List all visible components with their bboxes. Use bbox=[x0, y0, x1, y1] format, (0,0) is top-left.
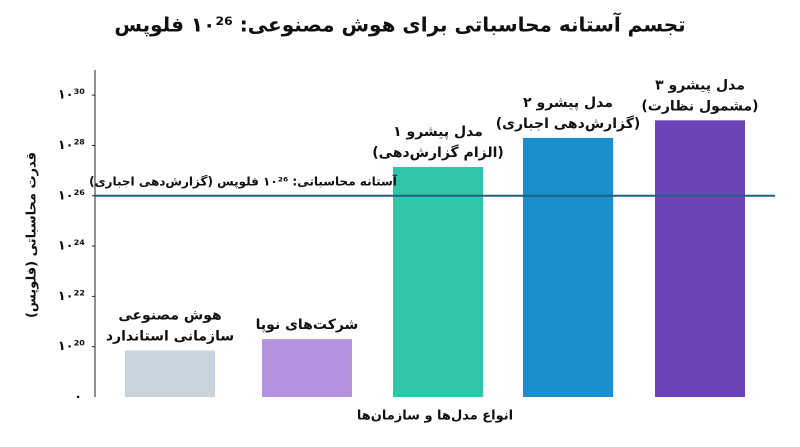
bar bbox=[523, 137, 613, 398]
y-tick-label: ۱۰²⁴ bbox=[58, 239, 86, 254]
bar bbox=[262, 339, 352, 397]
bar-label: مدل پیشرو ۳ bbox=[655, 77, 745, 93]
bar-label: (گزارش‌دهی اجباری) bbox=[496, 115, 641, 132]
bar bbox=[655, 120, 745, 398]
bar bbox=[393, 166, 483, 397]
bar-label: مدل پیشرو ۲ bbox=[523, 95, 613, 111]
bar bbox=[125, 350, 215, 397]
bar-label: (الزام گزارش‌دهی) bbox=[372, 144, 504, 161]
y-tick-label: ۱۰²⁶ bbox=[58, 188, 86, 203]
y-origin-label: ۰ bbox=[74, 390, 82, 405]
bar-label: هوش مصنوعی bbox=[118, 308, 221, 324]
y-tick-label: ۱۰²⁸ bbox=[58, 138, 86, 153]
y-tick-label: ۱۰³⁰ bbox=[58, 88, 86, 103]
y-tick-label: ۱۰²⁰ bbox=[58, 339, 86, 354]
y-tick-label: ۱۰²² bbox=[58, 289, 85, 304]
bar-label: (مشمول نظارت) bbox=[641, 98, 758, 114]
chart-title: تجسم آستانه محاسباتی برای هوش مصنوعی: ۱۰… bbox=[114, 12, 685, 38]
y-axis-label: قدرت محاسباتی (فلوپس) bbox=[25, 152, 40, 318]
threshold-label: آستانه محاسباتی: ۱۰²⁶ فلوپس (گزارش‌دهی ا… bbox=[89, 173, 398, 189]
x-axis-label: انواع مدل‌ها و سازمان‌ها bbox=[357, 409, 513, 424]
bar-label: شرکت‌های نوپا bbox=[256, 317, 359, 333]
bar-label: سازمانی استاندارد bbox=[106, 329, 234, 345]
bar-label: مدل پیشرو ۱ bbox=[393, 124, 483, 140]
